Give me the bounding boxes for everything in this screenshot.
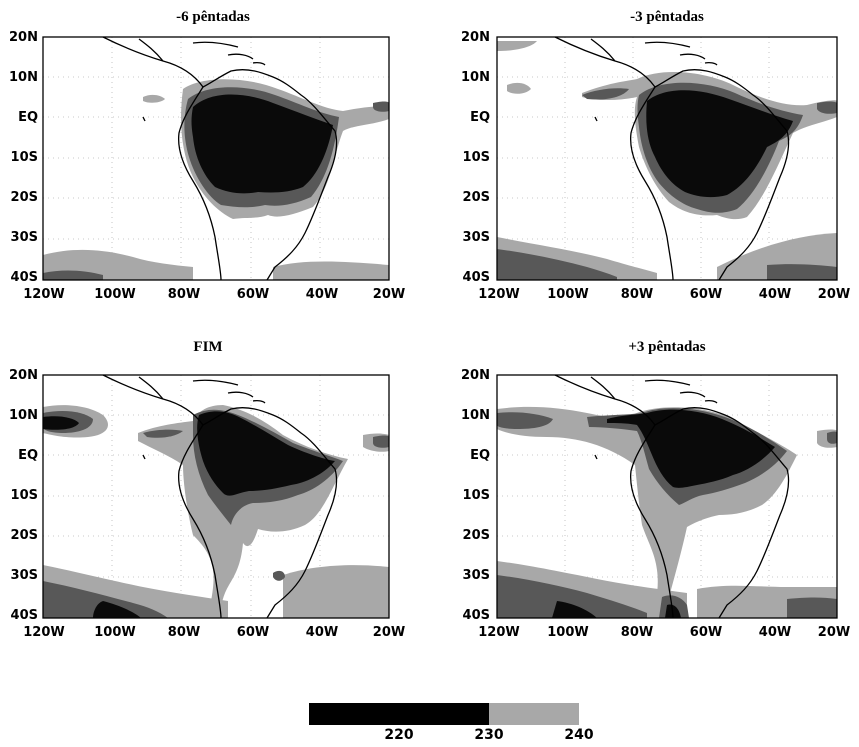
lon-label: 100W <box>94 625 136 640</box>
map-panel-fim <box>42 374 390 619</box>
lon-label: 120W <box>23 287 65 302</box>
lon-label: 120W <box>478 625 520 640</box>
lat-label: 40S <box>462 608 490 623</box>
panel-title-plus3: +3 pêntadas <box>628 339 706 355</box>
lon-label: 80W <box>167 625 201 640</box>
lat-label: 40S <box>10 608 38 623</box>
legend-tick-220: 220 <box>384 727 414 743</box>
olr-shading <box>43 405 389 618</box>
lat-label: 10N <box>461 70 490 85</box>
lat-label: 30S <box>10 230 38 245</box>
coastline <box>102 374 338 619</box>
lat-label: 20N <box>9 30 38 45</box>
map-panel-minus3 <box>496 36 838 281</box>
panel-title-minus3: -3 pêntadas <box>630 9 704 25</box>
map-frame <box>42 36 390 281</box>
lat-label: 10N <box>9 70 38 85</box>
lon-label: 120W <box>478 287 520 302</box>
grid-lines <box>43 37 389 280</box>
lat-label: 10S <box>462 150 490 165</box>
lat-label: 30S <box>10 568 38 583</box>
lat-label: 10S <box>462 488 490 503</box>
lon-label: 60W <box>236 625 270 640</box>
lat-label: 20N <box>9 368 38 383</box>
coastline <box>554 36 790 281</box>
lon-label: 20W <box>372 625 406 640</box>
legend-bar-230-240 <box>489 703 579 725</box>
lon-label: 40W <box>758 287 792 302</box>
lat-label: 20N <box>461 368 490 383</box>
coastline <box>102 36 338 281</box>
lat-label: EQ <box>18 448 38 463</box>
lat-label: 30S <box>462 568 490 583</box>
lat-label: 20N <box>461 30 490 45</box>
coastline <box>554 374 790 619</box>
lat-label: EQ <box>18 110 38 125</box>
legend-tick-230: 230 <box>474 727 504 743</box>
lon-label: 20W <box>372 287 406 302</box>
lon-label: 40W <box>305 625 339 640</box>
lon-label: 80W <box>620 287 654 302</box>
map-panel-minus6 <box>42 36 390 281</box>
lon-label: 60W <box>689 625 723 640</box>
lon-label: 20W <box>817 625 851 640</box>
map-panel-plus3 <box>496 374 838 619</box>
legend-tick-240: 240 <box>564 727 594 743</box>
olr-shading <box>497 406 837 618</box>
lat-label: EQ <box>470 448 490 463</box>
lon-label: 80W <box>620 625 654 640</box>
lat-label: 40S <box>462 270 490 285</box>
lat-label: 10N <box>461 408 490 423</box>
lat-label: 20S <box>462 528 490 543</box>
lon-label: 80W <box>167 287 201 302</box>
lat-label: 10S <box>10 488 38 503</box>
lon-label: 120W <box>23 625 65 640</box>
lat-label: 20S <box>462 190 490 205</box>
lon-label: 60W <box>689 287 723 302</box>
lat-label: 20S <box>10 190 38 205</box>
lat-label: 10S <box>10 150 38 165</box>
lon-label: 100W <box>547 287 589 302</box>
lat-label: EQ <box>470 110 490 125</box>
lon-label: 20W <box>817 287 851 302</box>
lon-label: 60W <box>236 287 270 302</box>
legend-bar-below-230 <box>309 703 489 725</box>
map-frame <box>496 36 838 281</box>
lon-label: 100W <box>94 287 136 302</box>
lat-label: 30S <box>462 230 490 245</box>
lat-label: 20S <box>10 528 38 543</box>
olr-shading <box>497 41 837 280</box>
lon-label: 40W <box>758 625 792 640</box>
map-frame <box>42 374 390 619</box>
lon-label: 100W <box>547 625 589 640</box>
lat-label: 10N <box>9 408 38 423</box>
olr-shading <box>43 79 389 280</box>
panel-title-minus6: -6 pêntadas <box>176 9 250 25</box>
lat-label: 40S <box>10 270 38 285</box>
panel-title-fim: FIM <box>193 339 223 355</box>
map-frame <box>496 374 838 619</box>
lon-label: 40W <box>305 287 339 302</box>
